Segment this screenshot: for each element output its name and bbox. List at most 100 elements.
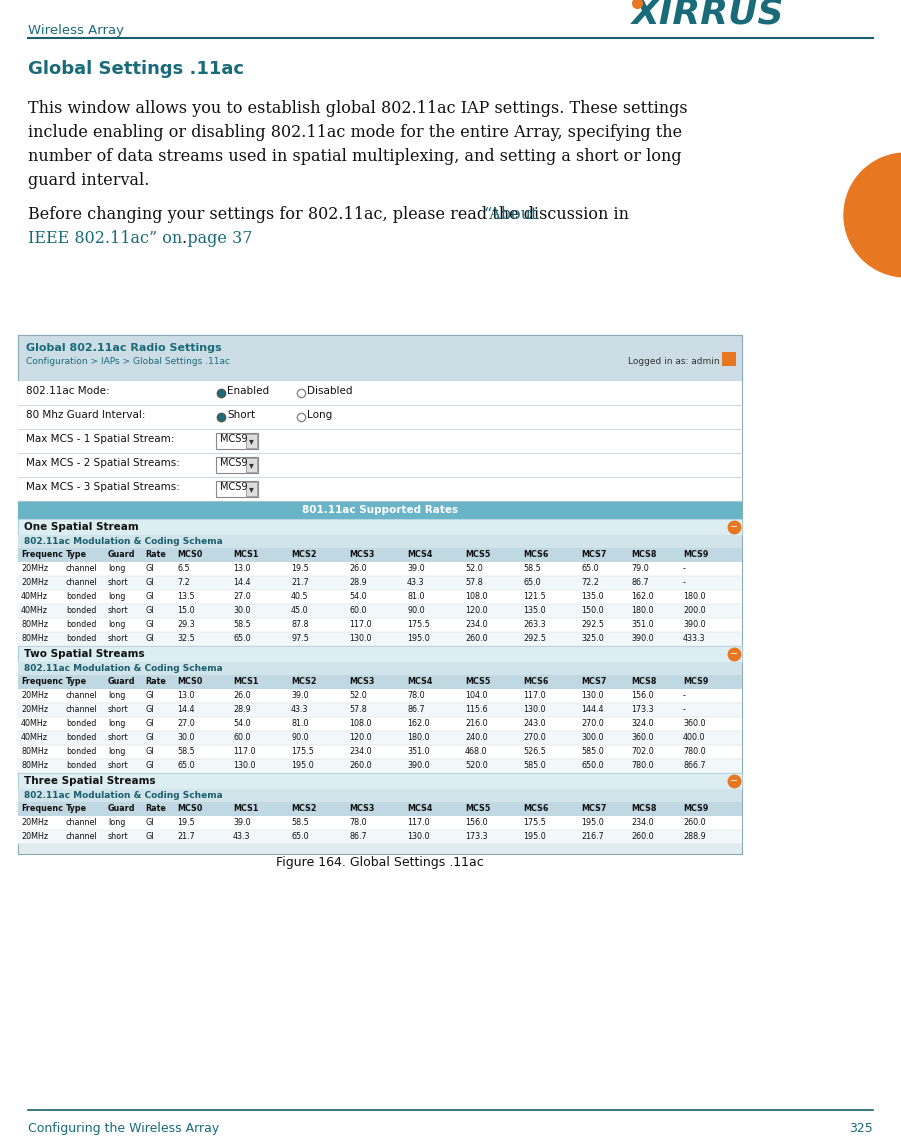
Text: Max MCS - 3 Spatial Streams:: Max MCS - 3 Spatial Streams: xyxy=(26,482,180,492)
Text: 21.7: 21.7 xyxy=(291,578,309,587)
Text: GI: GI xyxy=(145,592,153,601)
Text: Frequenc: Frequenc xyxy=(21,804,63,813)
Text: 58.5: 58.5 xyxy=(233,620,250,629)
Text: Frequenc: Frequenc xyxy=(21,550,63,559)
FancyBboxPatch shape xyxy=(18,478,742,501)
Text: number of data streams used in spatial multiplexing, and setting a short or long: number of data streams used in spatial m… xyxy=(28,148,682,165)
Text: Three Spatial Streams: Three Spatial Streams xyxy=(24,775,156,786)
Text: −: − xyxy=(730,522,738,532)
Text: Wireless Array: Wireless Array xyxy=(28,24,124,38)
Text: short: short xyxy=(108,578,129,587)
FancyBboxPatch shape xyxy=(18,590,742,604)
Text: 13.5: 13.5 xyxy=(177,592,195,601)
Text: 58.5: 58.5 xyxy=(291,818,309,827)
FancyBboxPatch shape xyxy=(18,453,742,478)
Text: MCS2: MCS2 xyxy=(291,677,316,686)
Text: 173.3: 173.3 xyxy=(631,705,653,714)
Text: Rate: Rate xyxy=(145,550,166,559)
Text: 144.4: 144.4 xyxy=(581,705,604,714)
FancyBboxPatch shape xyxy=(18,773,742,789)
Text: 60.0: 60.0 xyxy=(349,606,367,615)
Text: 108.0: 108.0 xyxy=(465,592,487,601)
Text: Type: Type xyxy=(66,804,87,813)
Text: 104.0: 104.0 xyxy=(465,691,487,700)
Text: 90.0: 90.0 xyxy=(291,733,309,742)
Text: long: long xyxy=(108,719,125,728)
Text: 80MHz: 80MHz xyxy=(21,747,48,756)
Text: bonded: bonded xyxy=(66,719,96,728)
FancyBboxPatch shape xyxy=(246,458,257,472)
Text: channel: channel xyxy=(66,564,97,573)
Text: MCS1: MCS1 xyxy=(233,550,259,559)
Text: bonded: bonded xyxy=(66,634,96,644)
Text: short: short xyxy=(108,634,129,644)
FancyBboxPatch shape xyxy=(18,745,742,760)
Text: -: - xyxy=(683,578,686,587)
FancyBboxPatch shape xyxy=(246,482,257,496)
FancyBboxPatch shape xyxy=(216,433,258,449)
Text: MCS8: MCS8 xyxy=(631,677,657,686)
Text: 390.0: 390.0 xyxy=(407,761,430,770)
Text: 40MHz: 40MHz xyxy=(21,592,48,601)
Text: Short: Short xyxy=(227,410,255,420)
Text: 180.0: 180.0 xyxy=(407,733,430,742)
Text: 162.0: 162.0 xyxy=(631,592,653,601)
Text: 45.0: 45.0 xyxy=(291,606,309,615)
Text: MCS6: MCS6 xyxy=(523,550,549,559)
Text: GI: GI xyxy=(145,719,153,728)
Text: 288.9: 288.9 xyxy=(683,832,705,841)
Text: 263.3: 263.3 xyxy=(523,620,546,629)
Text: 156.0: 156.0 xyxy=(631,691,653,700)
Text: .: . xyxy=(182,230,187,247)
Text: 117.0: 117.0 xyxy=(407,818,430,827)
Text: 80MHz: 80MHz xyxy=(21,620,48,629)
Text: 86.7: 86.7 xyxy=(407,705,424,714)
Text: long: long xyxy=(108,818,125,827)
Text: 520.0: 520.0 xyxy=(465,761,487,770)
Text: 80 Mhz Guard Interval:: 80 Mhz Guard Interval: xyxy=(26,410,145,420)
Text: 351.0: 351.0 xyxy=(631,620,653,629)
Text: One Spatial Stream: One Spatial Stream xyxy=(24,522,139,532)
Text: 195.0: 195.0 xyxy=(581,818,604,827)
Text: 292.5: 292.5 xyxy=(523,634,546,644)
Text: 20MHz: 20MHz xyxy=(21,832,48,841)
FancyBboxPatch shape xyxy=(18,717,742,731)
Text: 26.0: 26.0 xyxy=(233,691,250,700)
Text: 585.0: 585.0 xyxy=(523,761,546,770)
Text: 526.5: 526.5 xyxy=(523,747,546,756)
Text: 43.3: 43.3 xyxy=(233,832,250,841)
Text: XIRRUS: XIRRUS xyxy=(632,0,785,30)
Text: channel: channel xyxy=(66,705,97,714)
Text: bonded: bonded xyxy=(66,761,96,770)
FancyBboxPatch shape xyxy=(216,457,258,473)
Text: MCS3: MCS3 xyxy=(349,550,375,559)
Text: 26.0: 26.0 xyxy=(349,564,367,573)
Text: 650.0: 650.0 xyxy=(581,761,604,770)
Text: include enabling or disabling 802.11ac mode for the entire Array, specifying the: include enabling or disabling 802.11ac m… xyxy=(28,124,682,141)
Text: Disabled: Disabled xyxy=(307,385,352,396)
Text: MCS3: MCS3 xyxy=(349,677,375,686)
FancyBboxPatch shape xyxy=(18,789,742,802)
Text: 324.0: 324.0 xyxy=(631,719,653,728)
Text: Guard: Guard xyxy=(108,804,135,813)
Text: 234.0: 234.0 xyxy=(631,818,653,827)
Text: 72.2: 72.2 xyxy=(581,578,599,587)
Text: GI: GI xyxy=(145,747,153,756)
Text: Long: Long xyxy=(307,410,332,420)
Text: 260.0: 260.0 xyxy=(631,832,653,841)
Text: 40MHz: 40MHz xyxy=(21,606,48,615)
Text: 40MHz: 40MHz xyxy=(21,733,48,742)
Text: bonded: bonded xyxy=(66,606,96,615)
Text: GI: GI xyxy=(145,761,153,770)
Text: 21.7: 21.7 xyxy=(177,832,195,841)
Text: 28.9: 28.9 xyxy=(233,705,250,714)
Text: 120.0: 120.0 xyxy=(349,733,371,742)
FancyBboxPatch shape xyxy=(18,802,742,816)
FancyBboxPatch shape xyxy=(18,381,742,405)
Text: 28.9: 28.9 xyxy=(349,578,367,587)
Text: 780.0: 780.0 xyxy=(683,747,705,756)
Text: −: − xyxy=(730,775,738,786)
Text: 120.0: 120.0 xyxy=(465,606,487,615)
FancyBboxPatch shape xyxy=(18,562,742,576)
Text: long: long xyxy=(108,691,125,700)
